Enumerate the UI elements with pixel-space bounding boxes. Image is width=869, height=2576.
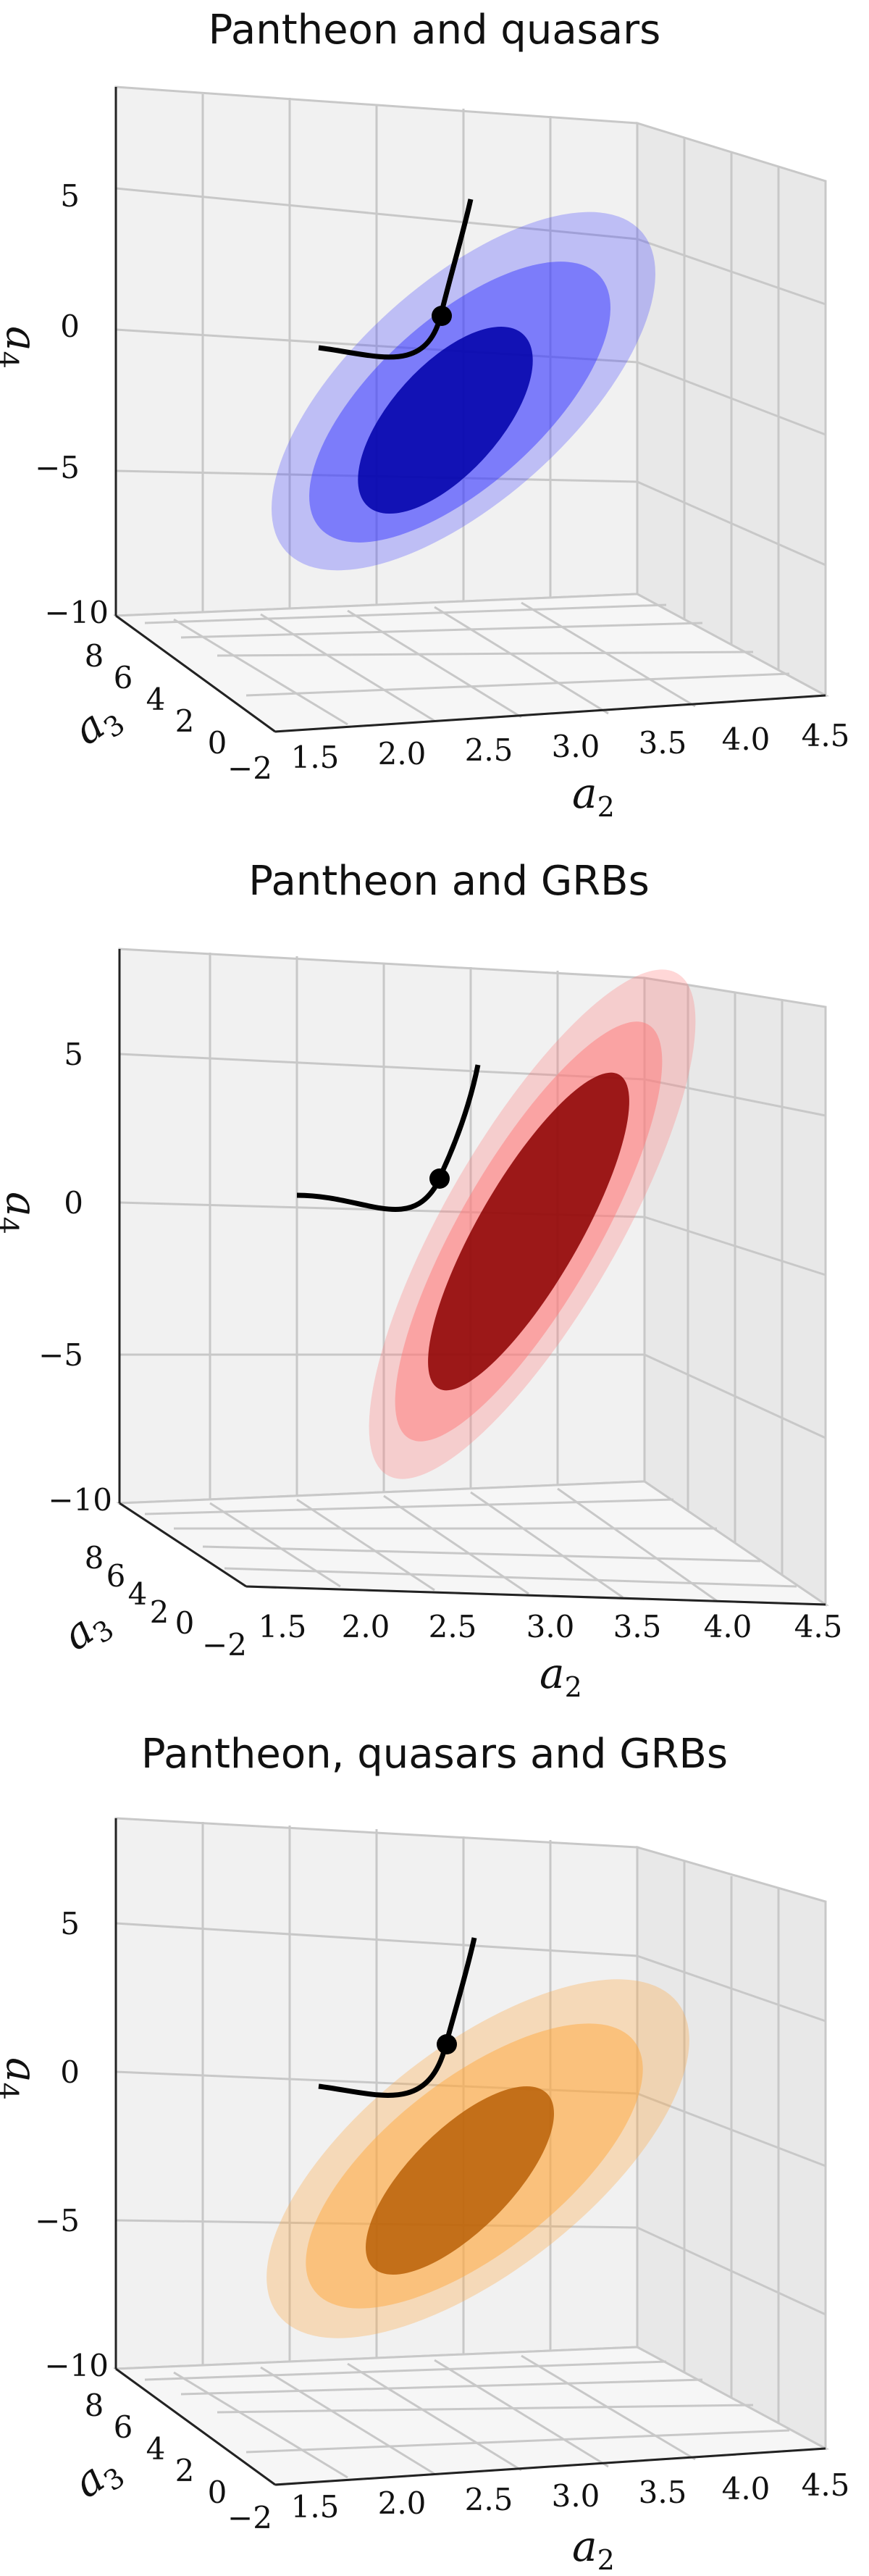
panel-3-zlabel: a4: [0, 2057, 46, 2100]
panel-3-y-tick: 8: [85, 2388, 104, 2423]
panel-1-ylabel: a3: [64, 690, 130, 758]
panel-2-z-tick: 0: [64, 1185, 83, 1221]
panel-2-scatter-cloud: [369, 969, 696, 1479]
panel-2-y-tick-labels: 8 6 4 2 0 −2: [85, 1540, 247, 1663]
panel-2-xlabel: a2: [540, 1649, 582, 1703]
panel-2-ylabel: a3: [54, 1595, 119, 1664]
panel-2-x-tick: 2.5: [429, 1609, 477, 1644]
panel-2-title: Pantheon and GRBs: [248, 858, 650, 905]
panel-2-y-tick: 8: [85, 1540, 104, 1576]
panel-2-z-tick: −5: [38, 1337, 83, 1373]
panel-1-xlabel: a2: [572, 769, 615, 823]
panel-3-x-tick: 3.5: [639, 2475, 687, 2510]
panel-1-x-tick: 3.0: [552, 729, 600, 764]
panel-3-y-tick: 6: [114, 2409, 133, 2445]
panel-3-cloud-core: [365, 2086, 554, 2275]
panel-2: Pantheon and GRBs: [0, 858, 842, 1703]
panel-1-y-tick: 2: [175, 703, 195, 739]
panel-2-y-tick: 0: [175, 1605, 195, 1641]
panel-2-x-tick: 3.0: [526, 1609, 575, 1644]
panel-3-z-tick: 0: [60, 2054, 80, 2090]
panel-3-x-tick: 1.5: [291, 2489, 340, 2525]
panel-3-y-tick-labels: 8 6 4 2 0 −2: [85, 2388, 272, 2535]
panel-1-y-tick: −2: [227, 750, 272, 786]
panel-1-reference-curve: [318, 198, 474, 360]
panel-2-x-tick: 1.5: [259, 1609, 307, 1644]
panel-3-y-tick: 4: [146, 2431, 166, 2467]
panel-1-x-tick: 1.5: [291, 740, 340, 775]
panel-1-axis-spines: [114, 87, 826, 733]
panel-1-z-tick: −10: [44, 595, 109, 630]
panel-1-curve-marker: [432, 306, 452, 326]
panel-1-z-tick: 0: [60, 309, 80, 344]
panel-1-z-tick: −5: [35, 450, 80, 485]
panel-2-x-tick: 2.0: [342, 1609, 390, 1644]
panel-1-y-tick: 8: [85, 638, 104, 674]
panel-1-title: Pantheon and quasars: [209, 7, 661, 54]
panel-1-zlabel: a4: [0, 326, 46, 369]
panel-3-ylabel: a3: [64, 2443, 130, 2512]
panel-2-z-tick: −10: [48, 1482, 112, 1518]
panel-2-z-tick: 5: [64, 1037, 83, 1072]
panel-3-y-tick: 2: [175, 2453, 195, 2488]
panel-3-x-tick: 3.0: [552, 2478, 600, 2514]
panel-3-y-tick: 0: [208, 2475, 227, 2510]
panel-2-reference-curve: [296, 1064, 481, 1213]
panel-2-curve-marker: [429, 1168, 450, 1189]
panel-1: Pantheon and quasars: [0, 7, 849, 823]
panel-1-y-tick: 6: [114, 660, 133, 695]
panel-1-z-tick: 5: [60, 178, 80, 214]
panel-1-x-tick-labels: 1.5 2.0 2.5 3.0 3.5 4.0 4.5: [291, 718, 850, 775]
panel-1-scatter-cloud: [272, 212, 655, 571]
panel-3-z-tick-labels: 5 0 −5 −10: [35, 1906, 109, 2383]
panel-1-z-tick-labels: 5 0 −5 −10: [35, 178, 109, 630]
panel-1-y-tick-labels: 8 6 4 2 0 −2: [85, 638, 272, 786]
panel-3-x-tick: 2.5: [465, 2482, 513, 2517]
panel-1-x-tick: 2.0: [378, 736, 427, 771]
panel-3-z-tick: 5: [60, 1906, 80, 1941]
panel-1-cloud-core: [358, 326, 533, 514]
panel-3-scatter-cloud: [266, 1979, 689, 2338]
panel-3: Pantheon, quasars and GRBs: [0, 1731, 849, 2576]
panel-3-title: Pantheon, quasars and GRBs: [141, 1731, 728, 1778]
panel-3-x-tick: 4.5: [802, 2467, 850, 2503]
panel-3-x-tick-labels: 1.5 2.0 2.5 3.0 3.5 4.0 4.5: [291, 2467, 850, 2525]
panel-1-axes-box: [112, 85, 830, 733]
panel-3-z-tick: −5: [35, 2203, 80, 2238]
panel-3-xlabel: a2: [572, 2522, 615, 2576]
panel-2-zlabel: a4: [0, 1192, 46, 1234]
panel-3-x-tick: 4.0: [722, 2471, 771, 2506]
panel-2-y-tick: 2: [150, 1594, 169, 1630]
panel-1-x-tick: 2.5: [465, 732, 513, 768]
panel-3-curve-marker: [437, 2034, 457, 2054]
panel-2-x-tick: 3.5: [613, 1609, 662, 1644]
panel-2-z-tick-labels: 5 0 −5 −10: [38, 1037, 112, 1518]
panel-1-x-tick: 3.5: [639, 725, 687, 761]
panel-2-x-tick: 4.5: [794, 1609, 843, 1644]
panel-1-x-tick: 4.0: [722, 722, 771, 757]
panel-2-cloud-core: [428, 1072, 629, 1391]
panel-2-y-tick: −2: [202, 1627, 247, 1663]
panel-3-reference-curve: [318, 1937, 477, 2098]
panel-2-axis-spines: [118, 949, 826, 1606]
panel-3-z-tick: −10: [44, 2348, 109, 2383]
panel-1-y-tick: 0: [208, 725, 227, 761]
panel-3-axis-spines: [114, 1818, 826, 2486]
panel-1-x-tick: 4.5: [802, 718, 850, 753]
panel-2-x-tick-labels: 1.5 2.0 2.5 3.0 3.5 4.0 4.5: [259, 1609, 843, 1644]
panel-2-y-tick: 6: [106, 1558, 126, 1594]
panel-2-x-tick: 4.0: [704, 1609, 752, 1644]
panel-3-x-tick: 2.0: [378, 2485, 427, 2521]
panel-1-y-tick: 4: [146, 682, 166, 717]
panel-2-y-tick: 4: [128, 1576, 148, 1612]
panel-3-y-tick: −2: [227, 2500, 272, 2535]
